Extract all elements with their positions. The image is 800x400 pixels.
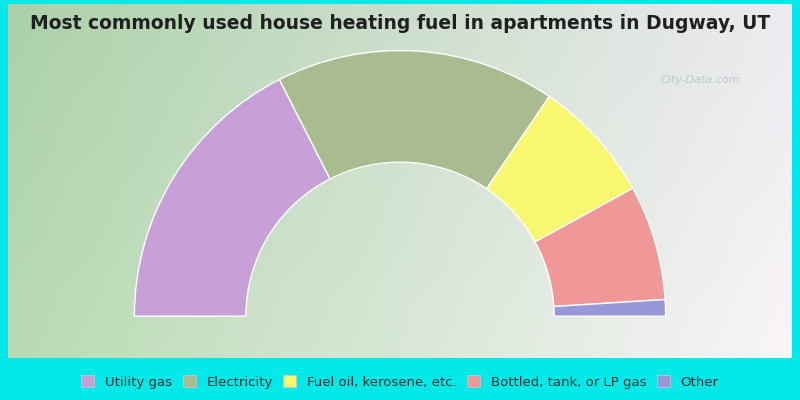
Wedge shape [554, 300, 666, 316]
Text: City-Data.com: City-Data.com [660, 75, 740, 85]
Wedge shape [134, 80, 330, 316]
Wedge shape [486, 96, 633, 242]
Wedge shape [279, 50, 550, 189]
Wedge shape [535, 188, 665, 306]
Legend: Utility gas, Electricity, Fuel oil, kerosene, etc., Bottled, tank, or LP gas, Ot: Utility gas, Electricity, Fuel oil, kero… [78, 373, 722, 392]
Text: Most commonly used house heating fuel in apartments in Dugway, UT: Most commonly used house heating fuel in… [30, 14, 770, 33]
